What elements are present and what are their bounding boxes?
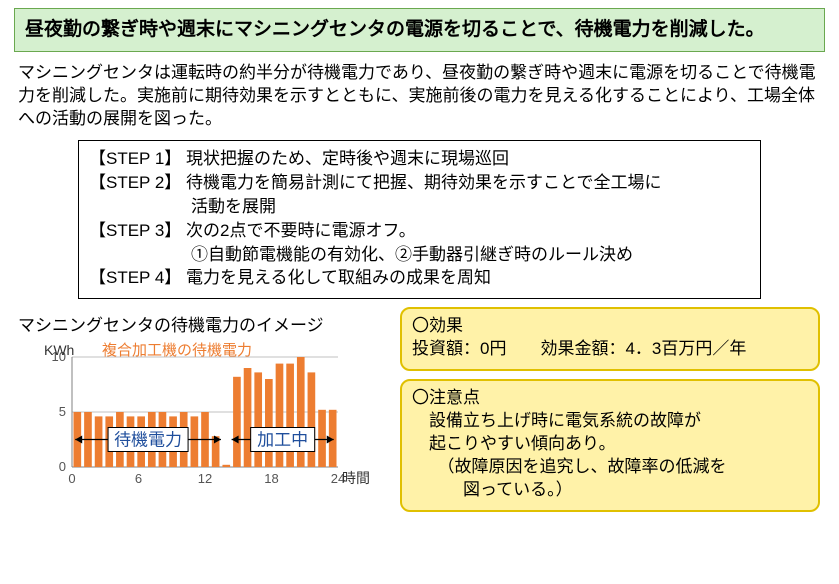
step-line: 【STEP 2】 待機電力を簡易計測にて把握、期待効果を示すことで全工場に [89, 171, 750, 195]
intro-text: マシニングセンタは運転時の約半分が待機電力であり、昼夜勤の繋ぎ時や週末に電源を切… [18, 62, 821, 131]
caution-box: 〇注意点 設備立ち上げ時に電気系統の故障が 起こりやすい傾向あり。 （故障原因を… [400, 379, 820, 512]
step-line: 【STEP 4】 電力を見える化して取組みの成果を周知 [89, 266, 750, 290]
effect-box: 〇効果 投資額：0円 効果金額：4．3百万円／年 [400, 307, 820, 371]
chart-caption: マシニングセンタの待機電力のイメージ [18, 311, 324, 336]
step-line: ①自動節電機能の有効化、②手動器引継ぎ時のルール決め [89, 243, 750, 267]
effect-title: 〇効果 [412, 315, 808, 338]
step-line: 活動を展開 [89, 195, 750, 219]
caution-line: （故障原因を追究し、故障率の低減を [412, 456, 808, 479]
summary-header: 昼夜勤の繋ぎ時や週末にマシニングセンタの電源を切ることで、待機電力を削減した。 [14, 8, 825, 52]
svg-text:12: 12 [198, 471, 212, 486]
svg-text:待機電力: 待機電力 [114, 431, 182, 450]
steps-box: 【STEP 1】 現状把握のため、定時後や週末に現場巡回 【STEP 2】 待機… [78, 140, 761, 299]
svg-text:18: 18 [264, 471, 278, 486]
svg-text:0: 0 [68, 471, 75, 486]
caution-title: 〇注意点 [412, 387, 808, 410]
caution-line: 設備立ち上げ時に電気系統の故障が [412, 410, 808, 433]
svg-text:6: 6 [135, 471, 142, 486]
caution-line: 図っている。） [412, 479, 808, 502]
step-line: 【STEP 3】 次の2点で不要時に電源オフ。 [89, 219, 750, 243]
svg-text:0: 0 [59, 459, 66, 474]
svg-text:KWh: KWh [44, 342, 74, 358]
svg-text:複合加工機の待機電力: 複合加工機の待機電力 [102, 342, 252, 359]
step-line: 【STEP 1】 現状把握のため、定時後や週末に現場巡回 [89, 147, 750, 171]
svg-text:時間: 時間 [342, 470, 370, 486]
caution-line: 起こりやすい傾向あり。 [412, 433, 808, 456]
effect-detail: 投資額：0円 効果金額：4．3百万円／年 [412, 338, 808, 361]
svg-text:加工中: 加工中 [257, 431, 308, 450]
standby-power-chart: 051006121824KWh時間複合加工機の待機電力待機電力加工中 [18, 341, 378, 511]
svg-text:5: 5 [59, 404, 66, 419]
